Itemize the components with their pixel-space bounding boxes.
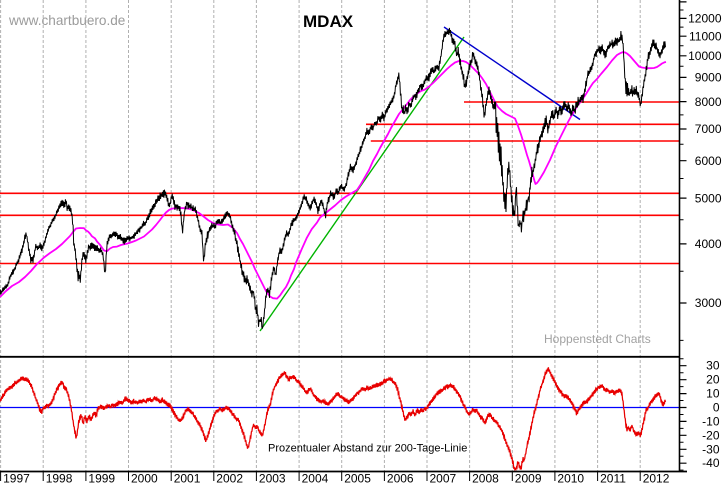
svg-text:10000: 10000 <box>688 49 722 63</box>
svg-text:www.chartbuero.de: www.chartbuero.de <box>8 13 125 28</box>
svg-text:30: 30 <box>706 359 720 373</box>
svg-text:20: 20 <box>706 373 720 387</box>
svg-text:9000: 9000 <box>695 71 722 85</box>
svg-text:8000: 8000 <box>695 95 722 109</box>
svg-text:11000: 11000 <box>689 29 722 43</box>
svg-text:2003: 2003 <box>259 472 286 485</box>
svg-text:2010: 2010 <box>557 472 584 485</box>
svg-text:10: 10 <box>706 387 720 401</box>
svg-text:1999: 1999 <box>88 472 115 485</box>
svg-text:3000: 3000 <box>695 296 722 310</box>
svg-text:2012: 2012 <box>643 472 670 485</box>
svg-text:-20: -20 <box>702 428 720 442</box>
svg-text:2011: 2011 <box>600 472 626 485</box>
svg-text:Hoppenstedt Charts: Hoppenstedt Charts <box>544 332 651 346</box>
svg-text:Prozentualer Abstand zur 200-T: Prozentualer Abstand zur 200-Tage-Linie <box>268 443 467 455</box>
svg-text:6000: 6000 <box>695 154 722 168</box>
svg-text:1997: 1997 <box>3 472 30 485</box>
svg-text:1998: 1998 <box>46 472 73 485</box>
svg-text:7000: 7000 <box>695 122 722 136</box>
svg-text:2006: 2006 <box>387 472 414 485</box>
svg-text:2000: 2000 <box>131 472 158 485</box>
svg-text:-40: -40 <box>702 456 720 470</box>
svg-text:5000: 5000 <box>695 191 722 205</box>
svg-text:12000: 12000 <box>688 12 722 26</box>
svg-text:MDAX: MDAX <box>303 12 354 31</box>
svg-text:2005: 2005 <box>344 472 371 485</box>
svg-text:2004: 2004 <box>302 472 329 485</box>
svg-text:2007: 2007 <box>430 472 457 485</box>
svg-text:0: 0 <box>713 401 720 415</box>
svg-text:2008: 2008 <box>472 472 499 485</box>
svg-text:-30: -30 <box>702 442 720 456</box>
svg-text:2002: 2002 <box>216 472 243 485</box>
svg-text:2001: 2001 <box>174 472 201 485</box>
svg-text:2009: 2009 <box>515 472 542 485</box>
svg-text:4000: 4000 <box>695 237 722 251</box>
svg-text:-10: -10 <box>702 414 720 428</box>
